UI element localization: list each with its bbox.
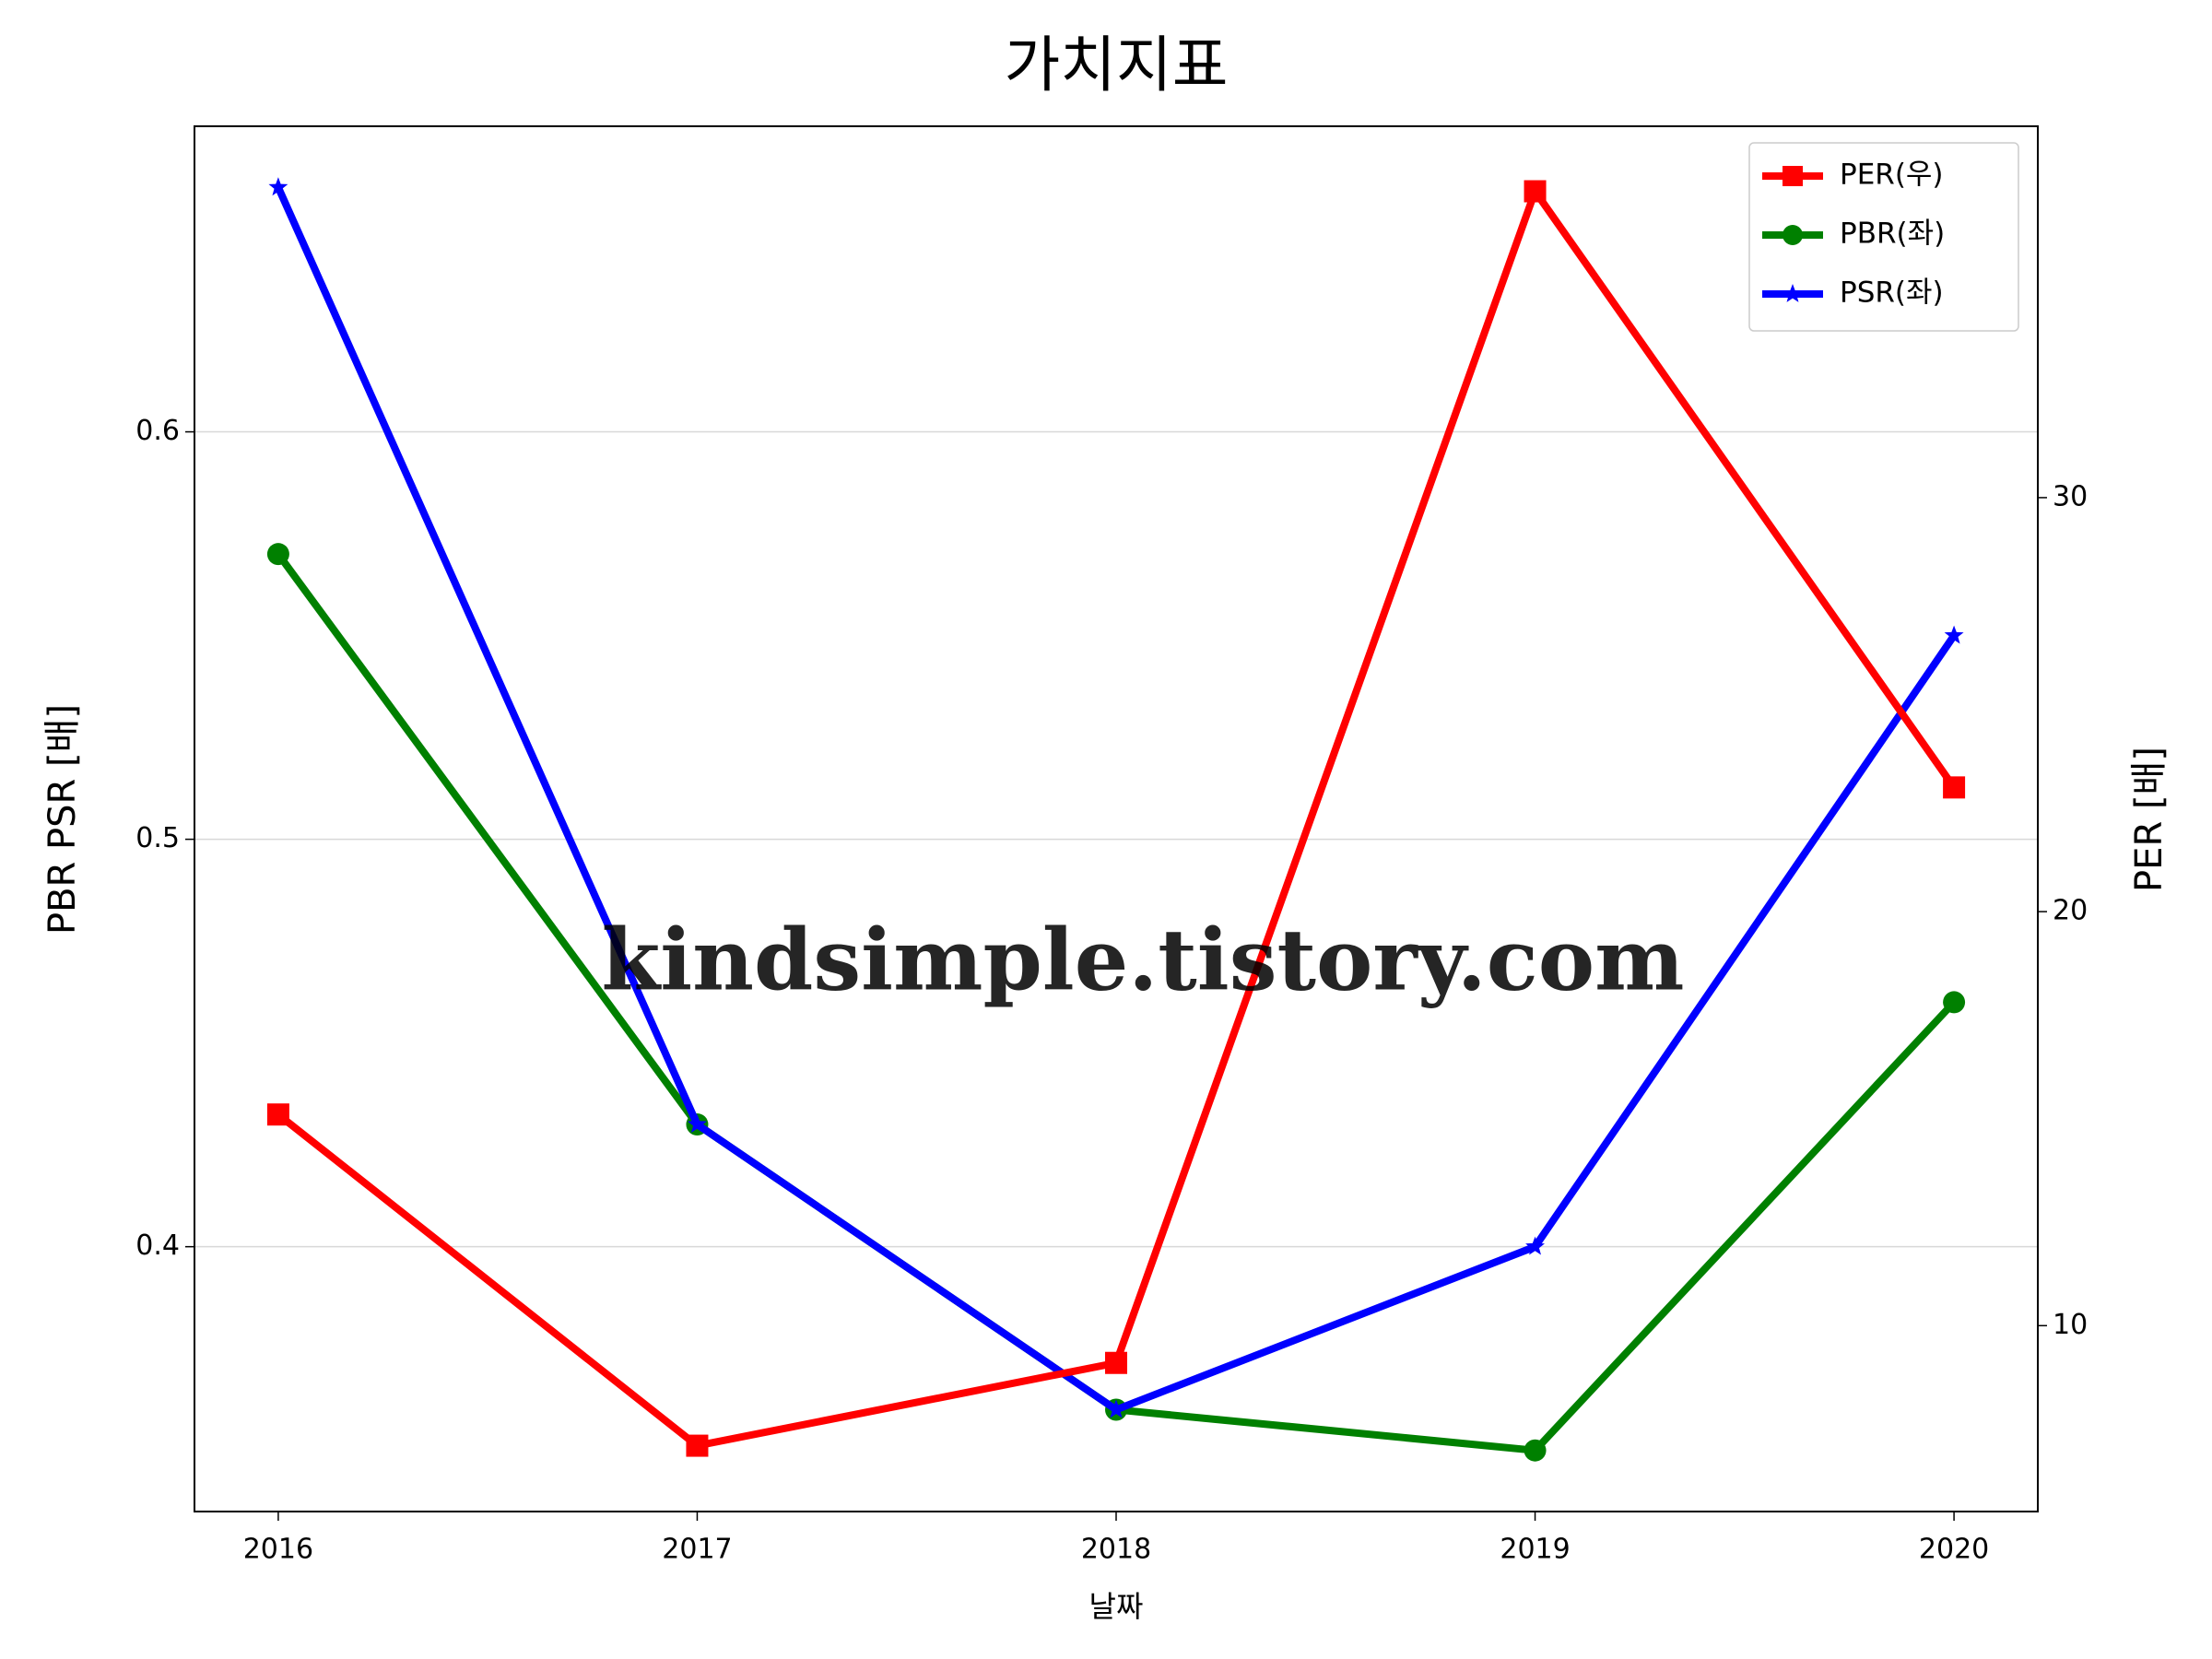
x-tick-label: 2020 bbox=[1919, 1534, 1989, 1566]
x-tick-label: 2018 bbox=[1081, 1534, 1151, 1566]
watermark: kindsimple.tistory.com bbox=[601, 911, 1684, 1010]
y-tick-label: 0.5 bbox=[135, 822, 180, 854]
marker bbox=[1944, 625, 1964, 644]
x-axis-label: 날짜 bbox=[1089, 1589, 1144, 1624]
legend-marker bbox=[1783, 225, 1803, 245]
marker bbox=[266, 1103, 289, 1126]
marker bbox=[1105, 1351, 1127, 1374]
y-tick-label: 0.6 bbox=[135, 415, 180, 447]
y2-tick-label: 30 bbox=[2053, 480, 2088, 512]
y-tick-label: 0.4 bbox=[135, 1230, 180, 1262]
marker bbox=[1525, 1236, 1546, 1255]
marker bbox=[686, 1434, 709, 1457]
marker bbox=[1524, 180, 1547, 203]
marker bbox=[1943, 991, 1966, 1014]
plot-frame bbox=[194, 125, 2039, 1512]
legend-label[interactable]: PBR(좌) bbox=[1840, 218, 1945, 251]
legend-label[interactable]: PER(우) bbox=[1840, 159, 1944, 192]
x-tick-label: 2019 bbox=[1500, 1534, 1570, 1566]
y-axis-label: PBR PSR [배] bbox=[41, 704, 84, 935]
chart-title: 가치지표 bbox=[1005, 29, 1229, 100]
x-tick-label: 2016 bbox=[243, 1534, 313, 1566]
marker bbox=[1106, 1399, 1126, 1418]
marker bbox=[687, 1114, 707, 1133]
legend-label[interactable]: PSR(좌) bbox=[1840, 276, 1944, 310]
legend-marker bbox=[1783, 284, 1803, 302]
marker bbox=[266, 543, 289, 566]
legend-box bbox=[1748, 142, 2019, 332]
y2-axis-label: PER [배] bbox=[2128, 747, 2171, 892]
y2-tick-label: 20 bbox=[2053, 895, 2088, 927]
x-tick-label: 2017 bbox=[662, 1534, 732, 1566]
marker bbox=[1524, 1439, 1547, 1462]
y2-tick-label: 10 bbox=[2053, 1309, 2088, 1341]
legend-marker bbox=[1783, 166, 1803, 186]
marker bbox=[1943, 776, 1966, 799]
marker bbox=[268, 177, 288, 196]
